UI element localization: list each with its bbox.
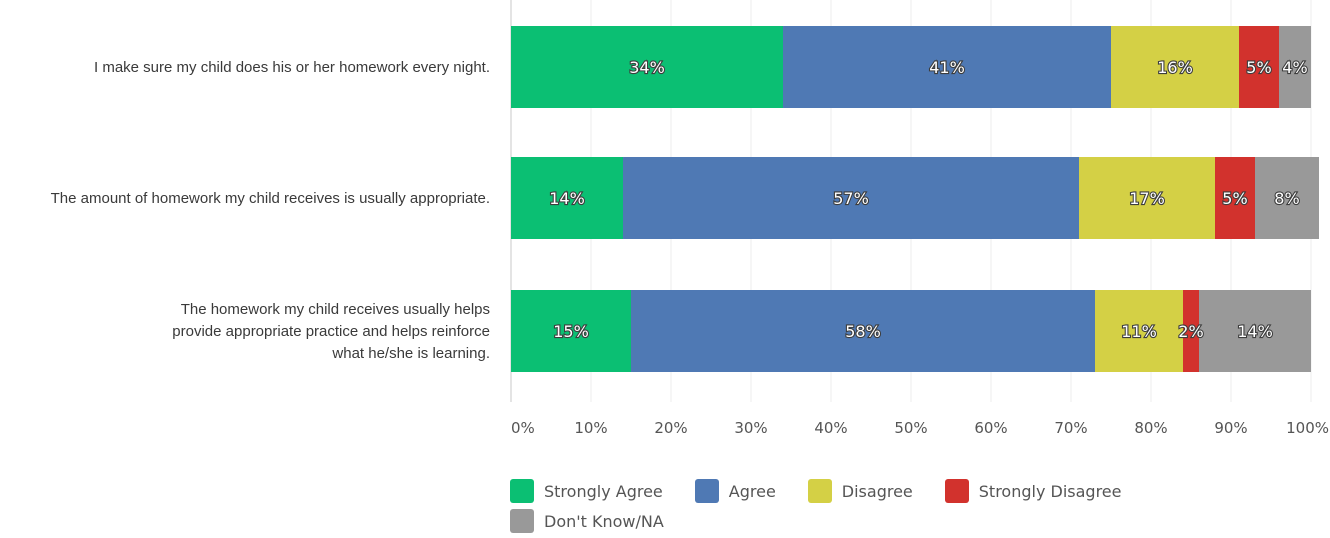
legend-swatch — [807, 479, 832, 503]
data-label: 5% — [1246, 58, 1271, 77]
data-label: 58% — [845, 322, 881, 341]
legend-label: Don't Know/NA — [544, 511, 664, 531]
data-label: 4% — [1282, 58, 1307, 77]
x-tick-label: 70% — [1054, 419, 1087, 437]
bar-segment — [623, 157, 1079, 239]
bar-segment — [1183, 290, 1199, 372]
legend-item: Agree — [694, 478, 776, 504]
x-tick-label: 30% — [734, 419, 767, 437]
category-label: provide appropriate practice and helps r… — [172, 323, 490, 340]
bar-segment — [783, 26, 1111, 108]
x-tick-label: 0% — [511, 419, 535, 437]
data-label: 11% — [1121, 322, 1157, 341]
x-tick-label: 20% — [654, 419, 687, 437]
x-tick-label: 60% — [974, 419, 1007, 437]
bar-segment — [1279, 26, 1311, 108]
bar-segment — [1255, 157, 1319, 239]
x-tick-label: 40% — [814, 419, 847, 437]
legend: Strongly Agree Agree Disagree Strongly Disa… — [510, 478, 1270, 538]
bar-segment — [1199, 290, 1311, 372]
legend-item: Strongly Disagree — [944, 478, 1122, 504]
category-labels: I make sure my child does his or her hom… — [51, 59, 490, 362]
data-label: 14% — [1237, 322, 1273, 341]
x-axis-ticks: 0% 10% 20% 30% 40% 50% 60% 70% 80% 90% 100% — [511, 419, 1329, 437]
bar-segment — [1239, 26, 1279, 108]
data-labels: 34% 41% 16% 5% 4% 14% 57% 17% 5% 8% 15% 58% 11% 2% 14% — [548, 57, 1309, 342]
category-label: The homework my child receives usually h… — [181, 301, 490, 318]
legend-item: Disagree — [807, 478, 913, 504]
data-label: 5% — [1222, 189, 1247, 208]
category-label: The amount of homework my child receives… — [51, 190, 490, 207]
bar-segment — [511, 290, 631, 372]
x-tick-label: 50% — [894, 419, 927, 437]
x-tick-label: 100% — [1286, 419, 1329, 437]
bar-segment — [511, 26, 783, 108]
legend-swatch — [510, 479, 534, 503]
legend-swatch — [510, 509, 534, 533]
bars — [511, 26, 1319, 372]
data-label: 8% — [1274, 189, 1299, 208]
bar-segment — [1215, 157, 1255, 239]
category-label: I make sure my child does his or her hom… — [94, 59, 490, 76]
data-label: 2% — [1178, 322, 1203, 341]
bar-segment — [1079, 157, 1215, 239]
legend-item: Don't Know/NA — [510, 508, 664, 534]
bar-segment — [631, 290, 1095, 372]
data-label: 15% — [553, 322, 589, 341]
data-label: 41% — [929, 58, 965, 77]
legend-item: Strongly Agree — [510, 478, 663, 504]
legend-swatch — [694, 479, 719, 503]
legend-swatch — [944, 479, 969, 503]
x-tick-label: 90% — [1214, 419, 1247, 437]
bar-segment — [1111, 26, 1239, 108]
legend-label: Strongly Disagree — [978, 481, 1122, 501]
x-tick-label: 10% — [574, 419, 607, 437]
legend-label: Disagree — [841, 481, 913, 501]
data-label: 57% — [833, 189, 869, 208]
data-label: 34% — [629, 58, 665, 77]
data-label: 16% — [1157, 58, 1193, 77]
data-label: 17% — [1129, 189, 1165, 208]
data-label: 14% — [549, 189, 585, 208]
category-label: what he/she is learning. — [331, 345, 490, 362]
bar-segment — [1095, 290, 1183, 372]
legend-label: Strongly Agree — [544, 481, 663, 501]
legend-label: Agree — [728, 481, 776, 501]
x-tick-label: 80% — [1134, 419, 1167, 437]
bar-segment — [511, 157, 623, 239]
